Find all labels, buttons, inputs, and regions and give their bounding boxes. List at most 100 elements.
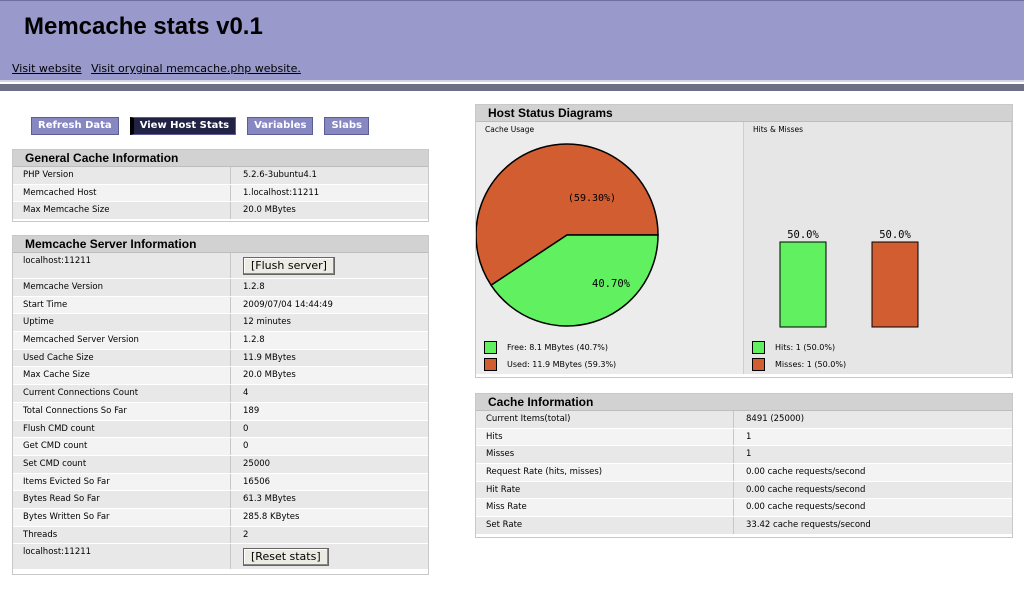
page-title: Memcache stats v0.1 — [24, 13, 263, 40]
visit-original-website-link[interactable]: Visit oryginal memcache.php website. — [91, 62, 301, 75]
legend-used: Used: 11.9 MBytes (59.3%) — [484, 358, 616, 371]
table-row: Max Memcache Size 20.0 MBytes — [13, 202, 428, 221]
row-value: 5.2.6-3ubuntu4.1 — [243, 170, 317, 180]
row-key: Current Connections Count — [13, 385, 231, 402]
chart-label: Hits & Misses — [753, 125, 804, 134]
row-value: 0.00 cache requests/second — [746, 502, 866, 513]
legend-free-label: Free: 8.1 MBytes (40.7%) — [507, 343, 609, 352]
table-row: Total Connections So Far 189 — [13, 402, 428, 421]
server-host: localhost:11211 — [13, 253, 231, 278]
table-row: Misses 1 — [476, 446, 1012, 465]
row-key: Set Rate — [476, 517, 734, 534]
legend-free: Free: 8.1 MBytes (40.7%) — [484, 341, 608, 354]
row-key: Items Evicted So Far — [13, 473, 231, 491]
table-row: Get CMD count 0 — [13, 438, 428, 456]
table-row: Bytes Read So Far 61.3 MBytes — [13, 491, 428, 509]
row-key: Request Rate (hits, misses) — [476, 464, 734, 481]
table-row: Threads 2 — [13, 526, 428, 545]
row-value: 61.3 MBytes — [243, 494, 296, 505]
refresh-data-button[interactable]: Refresh Data — [31, 117, 119, 135]
bar-hits — [779, 241, 827, 328]
panel-title: General Cache Information — [13, 150, 428, 167]
row-key: Memcached Host — [13, 184, 231, 202]
pie-slice-free — [490, 234, 659, 327]
row-value: 2009/07/04 14:44:49 — [243, 299, 333, 310]
row-key: Total Connections So Far — [13, 402, 231, 420]
row-value: 189 — [243, 405, 260, 416]
chart-label: Cache Usage — [485, 125, 535, 134]
row-key: Uptime — [13, 314, 231, 332]
row-key: Bytes Read So Far — [13, 491, 231, 508]
table-row: Memcached Host 1.localhost:11211 — [13, 184, 428, 203]
row-key: Max Memcache Size — [13, 202, 231, 220]
page-header: Memcache stats v0.1 Visit website Visit … — [0, 0, 1024, 80]
row-value: 2 — [243, 529, 249, 540]
panel-title: Cache Information — [476, 394, 1012, 411]
table-row: Memcached Server Version 1.2.8 — [13, 332, 428, 350]
row-key: Memcached Server Version — [13, 332, 231, 349]
table-row: Memcache Version 1.2.8 — [13, 279, 428, 297]
row-key: Misses — [476, 446, 734, 464]
row-key: Threads — [13, 526, 231, 544]
row-value: 1.localhost:11211 — [243, 187, 320, 198]
header-divider — [0, 80, 1024, 91]
row-key: Hit Rate — [476, 481, 734, 499]
legend-swatch-free — [484, 341, 497, 354]
cache-usage-chart: Cache Usage (59.30%) 40.70% Free: 8.1 MB… — [476, 122, 744, 374]
reset-stats-button[interactable]: [Reset stats] — [243, 548, 329, 567]
server-info-table: localhost:11211 [Flush server] Memcache … — [13, 253, 428, 571]
legend-swatch-misses — [752, 358, 765, 371]
row-value: 1.2.8 — [243, 335, 265, 346]
table-row: localhost:11211 [Flush server] — [13, 253, 428, 279]
header-links: Visit website Visit oryginal memcache.ph… — [12, 62, 307, 75]
legend-misses: Misses: 1 (50.0%) — [752, 358, 846, 371]
legend-swatch-used — [484, 358, 497, 371]
row-key: Current Items(total) — [476, 411, 734, 428]
table-row: Used Cache Size 11.9 MBytes — [13, 349, 428, 368]
panel-title: Host Status Diagrams — [476, 105, 1012, 122]
table-row: Request Rate (hits, misses) 0.00 cache re… — [476, 464, 1012, 482]
host-status-diagrams-panel: Host Status Diagrams Cache Usage (59.30%… — [475, 104, 1013, 378]
row-value: 0 — [243, 423, 249, 434]
slabs-button[interactable]: Slabs — [324, 117, 369, 135]
row-value: 1 — [746, 449, 752, 460]
pie-label-used: (59.30%) — [568, 193, 616, 204]
table-row: PHP Version 5.2.6-3ubuntu4.1 — [13, 167, 428, 185]
bar-label-misses: 50.0% — [879, 229, 911, 241]
row-value: 20.0 MBytes — [243, 205, 296, 216]
cache-usage-pie: (59.30%) 40.70% — [476, 143, 659, 327]
row-key: Flush CMD count — [13, 420, 231, 438]
row-value: 16506 — [243, 476, 271, 487]
bar-misses — [871, 241, 919, 328]
variables-button[interactable]: Variables — [247, 117, 314, 135]
server-host: localhost:11211 — [13, 544, 231, 570]
legend-swatch-hits — [752, 341, 765, 354]
view-host-stats-button[interactable]: View Host Stats — [129, 117, 237, 135]
row-value: 4 — [243, 388, 249, 399]
general-info-table: PHP Version 5.2.6-3ubuntu4.1 Memcached Hos… — [13, 167, 428, 221]
table-row: Hit Rate 0.00 cache requests/second — [476, 481, 1012, 500]
row-value: 12 minutes — [243, 317, 291, 328]
table-row: Current Connections Count 4 — [13, 385, 428, 403]
table-row: Max Cache Size 20.0 MBytes — [13, 367, 428, 386]
row-value: 25000 — [243, 458, 271, 469]
table-row: Set Rate 33.42 cache requests/second — [476, 517, 1012, 535]
row-value: 33.42 cache requests/second — [746, 520, 871, 531]
row-value: 8491 (25000) — [746, 414, 805, 424]
table-row: Bytes Written So Far 285.8 KBytes — [13, 508, 428, 527]
table-row: Start Time 2009/07/04 14:44:49 — [13, 296, 428, 315]
legend-hits: Hits: 1 (50.0%) — [752, 341, 835, 354]
visit-website-link[interactable]: Visit website — [12, 62, 82, 75]
row-key: Max Cache Size — [13, 367, 231, 385]
row-key: Hits — [476, 428, 734, 446]
bar-label-hits: 50.0% — [787, 229, 819, 241]
flush-server-button[interactable]: [Flush server] — [243, 257, 335, 275]
legend-hits-label: Hits: 1 (50.0%) — [775, 343, 836, 352]
row-value: 0.00 cache requests/second — [746, 484, 866, 495]
table-row: Miss Rate 0.00 cache requests/second — [476, 499, 1012, 518]
server-info-panel: Memcache Server Information localhost:11… — [12, 235, 429, 575]
row-key: Bytes Written So Far — [13, 508, 231, 526]
table-row: localhost:11211 [Reset stats] — [13, 544, 428, 571]
table-row: Current Items(total) 8491 (25000) — [476, 411, 1012, 429]
hits-misses-chart: Hits & Misses 50.0% 50.0% Hits: 1 (50.0%… — [744, 122, 1012, 374]
